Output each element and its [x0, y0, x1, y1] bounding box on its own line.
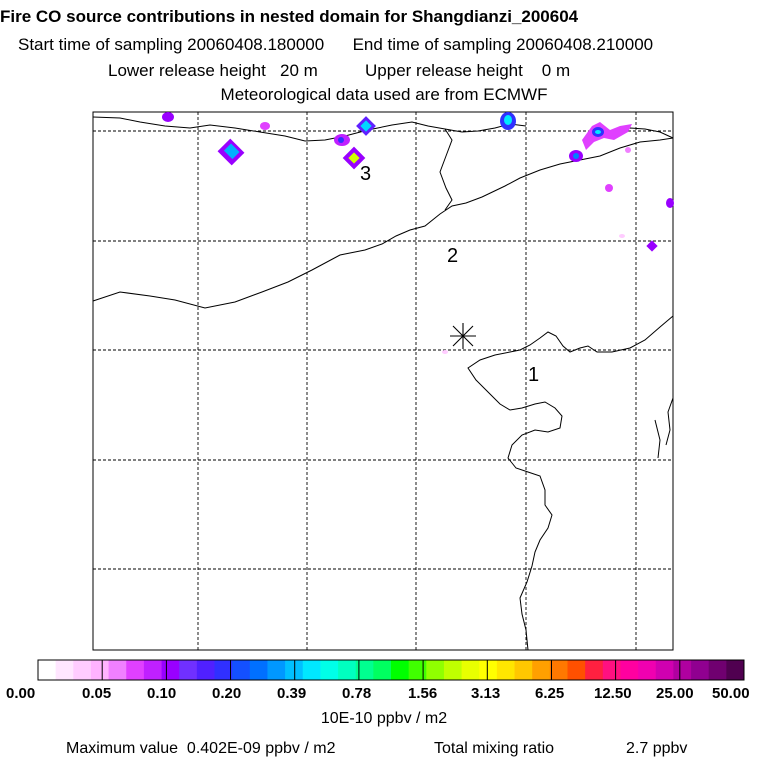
- colorbar-swatch: [567, 660, 586, 680]
- plume-blob: [646, 240, 658, 252]
- colorbar-swatch: [408, 660, 427, 680]
- colorbar-swatch: [602, 660, 621, 680]
- met-data-label: Meteorological data used are from ECMWF: [220, 85, 548, 104]
- colorbar-swatch: [232, 660, 251, 680]
- lat-lon-grid: [93, 112, 673, 650]
- colorbar-swatch: [708, 660, 727, 680]
- colorbar-tick-label: 0.20: [212, 685, 242, 702]
- max-value: 0.402E-09 ppbv / m2: [186, 740, 336, 757]
- total-mixing-readout: Total mixing ratio: [434, 740, 554, 758]
- colorbar-ticks: [101, 660, 681, 680]
- colorbar-swatch: [214, 660, 233, 680]
- plume-blob: [442, 350, 448, 354]
- total-mixing-value: 2.7 ppbv: [626, 740, 688, 757]
- colorbar-swatch: [514, 660, 533, 680]
- colorbar-swatch: [673, 660, 692, 680]
- plume-blob: [338, 137, 344, 143]
- upper-release-value: 0 m: [541, 61, 571, 80]
- asterisk-station-icon: [450, 323, 476, 349]
- lower-release-label: Lower release height: [108, 61, 266, 80]
- plume-blob: [260, 122, 270, 130]
- colorbar-swatches: [38, 660, 745, 680]
- max-value-label: Maximum value: [66, 740, 179, 757]
- colorbar-swatch: [426, 660, 445, 680]
- plume-blob: [619, 234, 625, 238]
- plume-blob: [605, 184, 613, 192]
- colorbar-swatch: [655, 660, 674, 680]
- colorbar-swatch: [267, 660, 286, 680]
- colorbar-swatch: [443, 660, 462, 680]
- upper-release-label: Upper release height: [365, 61, 523, 80]
- plume-blob: [595, 130, 601, 134]
- plume-blob: [162, 112, 174, 122]
- region-label-2: 2: [447, 245, 458, 267]
- colorbar-tick-label: 3.13: [471, 685, 501, 702]
- colorbar-swatch: [302, 660, 321, 680]
- colorbar-swatch: [143, 660, 162, 680]
- plume-blob: [573, 153, 579, 159]
- colorbar-swatch: [479, 660, 498, 680]
- plume-blob: [666, 198, 674, 208]
- colorbar-swatch: [691, 660, 710, 680]
- colorbar-swatch: [355, 660, 374, 680]
- map-frame: [92, 111, 674, 651]
- colorbar-swatch: [549, 660, 568, 680]
- colorbar-swatch: [638, 660, 657, 680]
- plume-blob: [625, 147, 631, 153]
- colorbar-tick-label: 0.10: [147, 685, 177, 702]
- colorbar-tick-label: 6.25: [535, 685, 565, 702]
- colorbar-swatch: [496, 660, 515, 680]
- colorbar-swatch: [196, 660, 215, 680]
- plume-blob: [504, 115, 512, 125]
- colorbar-unit-label: 10E-10 ppbv / m2: [320, 710, 448, 727]
- colorbar-tick-label: 25.00: [656, 685, 694, 702]
- colorbar-tick-label: 12.50: [594, 685, 632, 702]
- colorbar-frame: [37, 659, 745, 681]
- plume-blob: [223, 143, 240, 160]
- colorbar-tick-label: 0.78: [342, 685, 372, 702]
- colorbar-swatch: [391, 660, 410, 680]
- colorbar-swatch: [55, 660, 74, 680]
- region-label-3: 3: [360, 163, 371, 185]
- total-mixing-label: Total mixing ratio: [434, 740, 555, 757]
- colorbar-swatch: [249, 660, 268, 680]
- colorbar-tick-label: 50.00: [712, 685, 750, 702]
- colorbar-swatch: [179, 660, 198, 680]
- lower-release-value: 20 m: [280, 61, 318, 80]
- colorbar-swatch: [285, 660, 304, 680]
- region-label-1: 1: [528, 364, 539, 386]
- colorbar-swatch: [161, 660, 180, 680]
- colorbar-swatch: [620, 660, 639, 680]
- colorbar-swatch: [726, 660, 745, 680]
- release-heights: Lower release height 20 m Upper release …: [108, 61, 570, 81]
- start-time-label: Start time of sampling 20060408.180000: [18, 35, 325, 54]
- colorbar-tick-label: 1.56: [408, 685, 438, 702]
- colorbar-swatch: [461, 660, 480, 680]
- max-value-readout: Maximum value 0.402E-09 ppbv / m2: [66, 740, 335, 758]
- map-title: Fire CO source contributions in nested d…: [0, 7, 579, 26]
- sampling-times: Start time of sampling 20060408.180000 E…: [18, 35, 653, 55]
- colorbar-swatch: [532, 660, 551, 680]
- colorbar-swatch: [108, 660, 127, 680]
- colorbar-swatch: [90, 660, 109, 680]
- colorbar-tick-label: 0.05: [82, 685, 112, 702]
- colorbar-swatch: [320, 660, 339, 680]
- colorbar-swatch: [126, 660, 145, 680]
- colorbar-tick-label: 0.00: [6, 685, 36, 702]
- colorbar-swatch: [73, 660, 92, 680]
- end-time-label: End time of sampling 20060408.210000: [352, 35, 654, 54]
- colorbar-swatch: [38, 660, 57, 680]
- colorbar-swatch: [373, 660, 392, 680]
- plume-blob: [348, 152, 360, 164]
- colorbar-swatch: [338, 660, 357, 680]
- concentration-field: [162, 112, 674, 354]
- colorbar-tick-label: 0.39: [277, 685, 307, 702]
- colorbar-swatch: [585, 660, 604, 680]
